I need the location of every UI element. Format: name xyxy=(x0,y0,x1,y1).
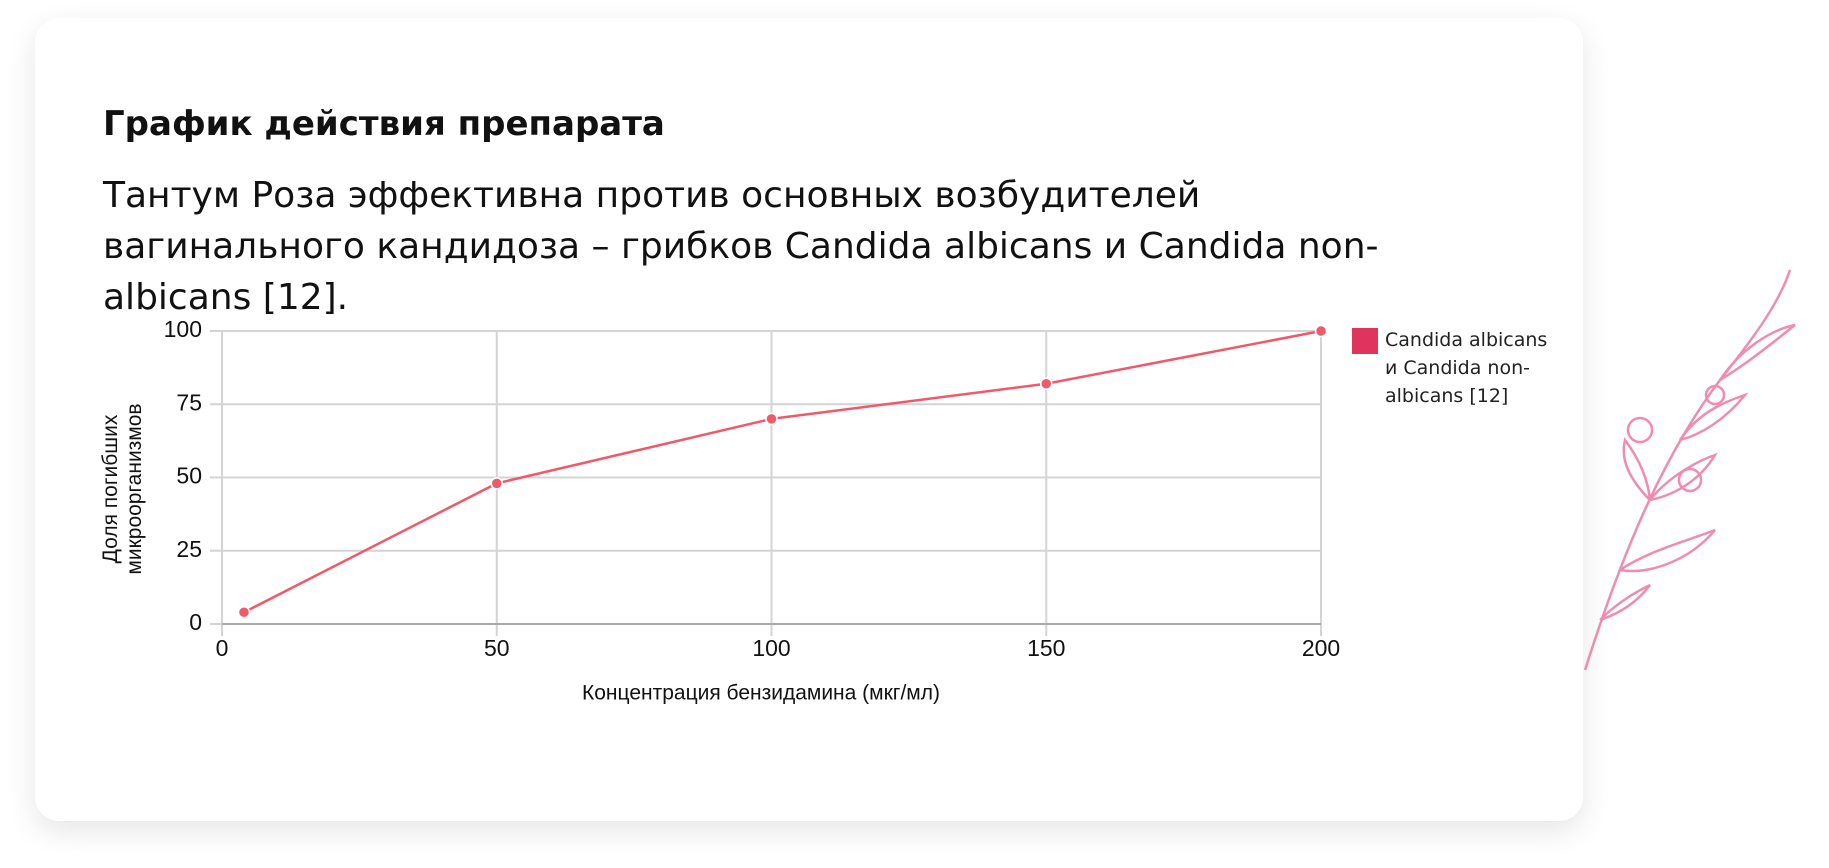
floral-ornament xyxy=(1583,269,1796,671)
x-axis-label: Концентрация бензидамина (мкг/мл) xyxy=(582,682,940,705)
data-point xyxy=(490,477,503,490)
y-tick-label: 100 xyxy=(164,316,202,342)
x-tick-label: 50 xyxy=(484,635,510,661)
data-point xyxy=(237,606,251,619)
data-line xyxy=(243,329,1322,614)
y-tick-label: 75 xyxy=(176,389,202,415)
y-axis-label: Доля погибших микроорганизмов xyxy=(99,403,146,575)
y-tick-label: 25 xyxy=(176,536,202,562)
card xyxy=(35,18,1583,821)
x-tick-label: 150 xyxy=(1027,635,1065,661)
data-point xyxy=(1314,324,1328,338)
data-point xyxy=(765,412,778,426)
card-title: График действия препарата xyxy=(103,104,665,144)
x-tick-label: 0 xyxy=(216,635,229,661)
legend-label: Candida albicans и Candida non-albicans … xyxy=(1385,329,1548,407)
data-point xyxy=(1040,377,1053,390)
x-tick-label: 100 xyxy=(752,635,790,661)
y-tick-label: 0 xyxy=(189,609,202,635)
card-subtitle: Тантум Роза эффективна против основных в… xyxy=(103,175,1379,318)
legend-swatch xyxy=(1352,328,1378,354)
y-tick-label: 50 xyxy=(176,463,202,489)
x-tick-label: 200 xyxy=(1302,635,1340,661)
